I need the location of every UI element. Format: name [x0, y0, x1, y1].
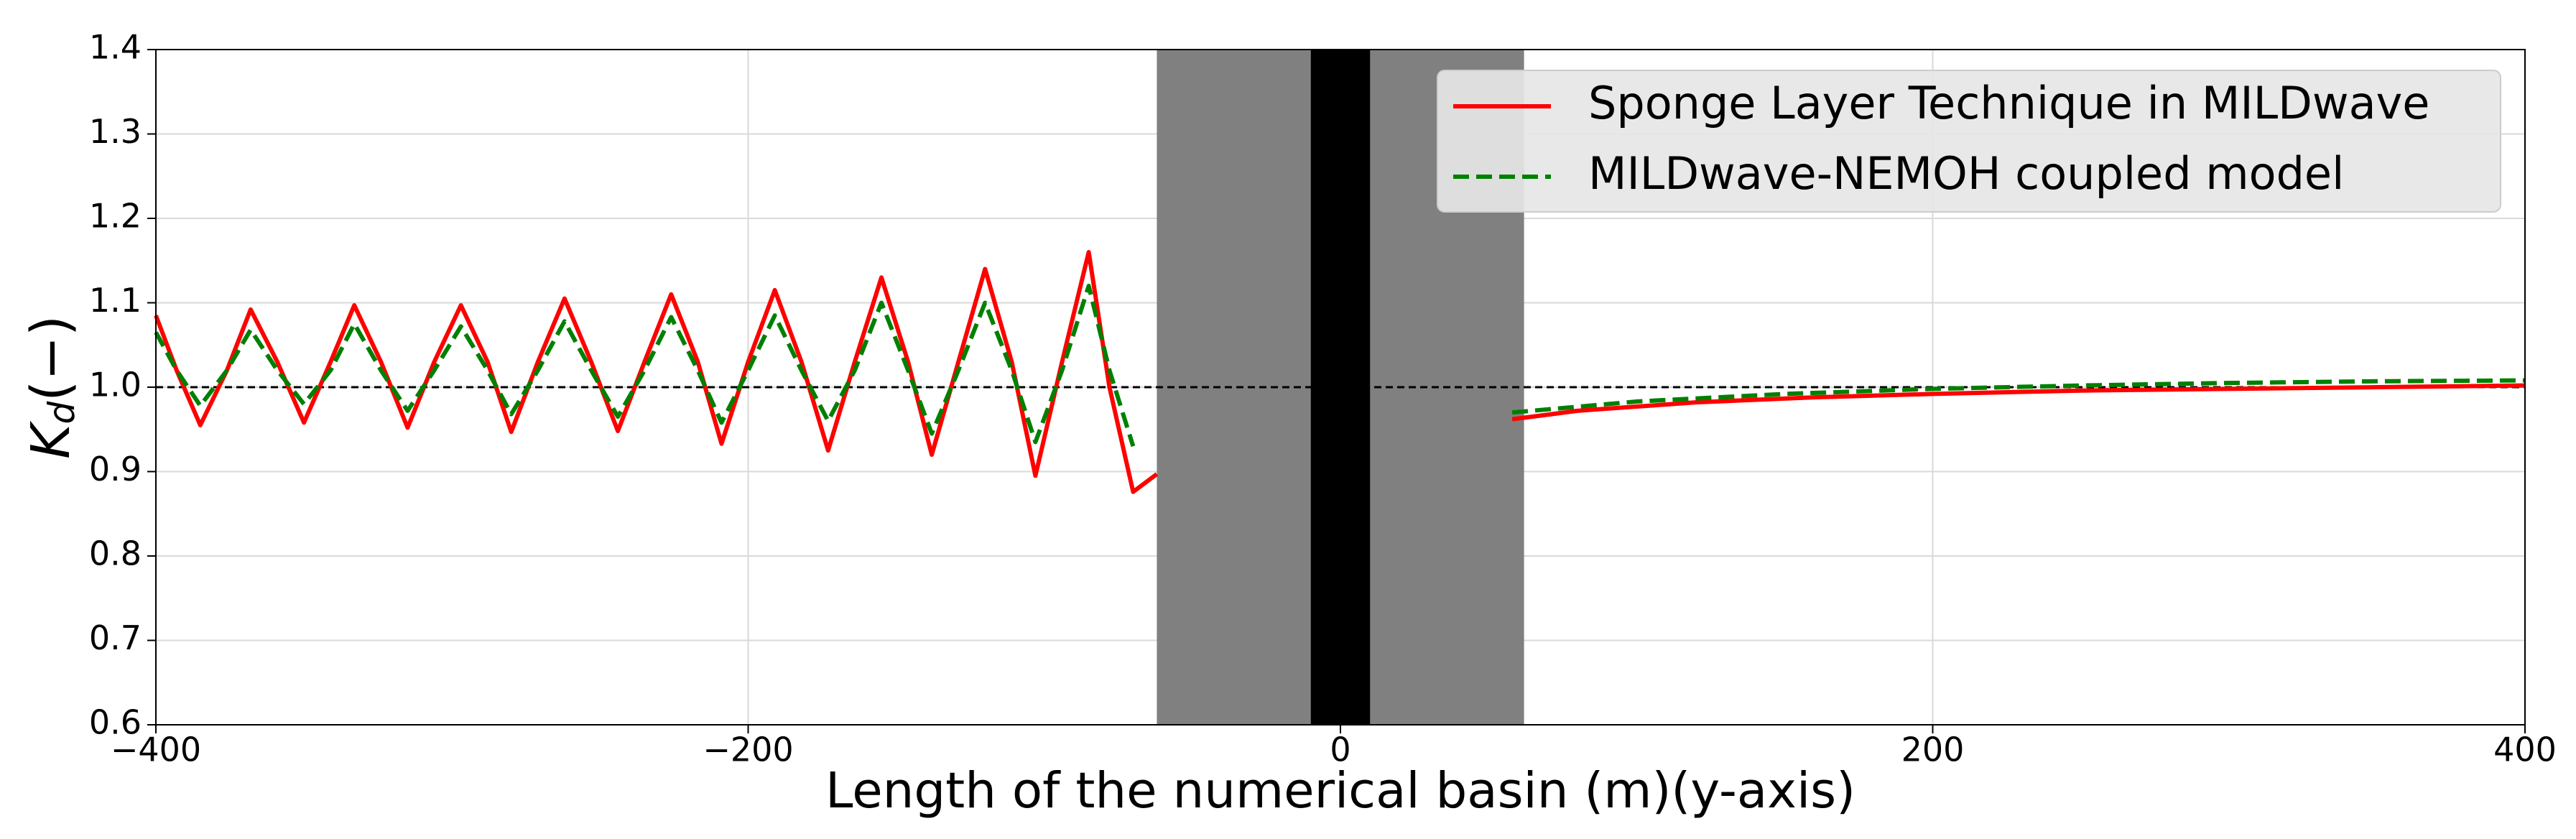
y-tick-label: 0.7: [89, 618, 142, 657]
y-label-subscript: d: [41, 401, 83, 424]
legend-box: [1437, 70, 2501, 213]
y-axis-label: Kd(−): [20, 315, 83, 459]
y-tick-label: 1.4: [89, 28, 142, 67]
series-line: [154, 284, 2526, 448]
x-tick-label: −400: [111, 731, 201, 769]
y-tick-label: 1.1: [89, 281, 142, 320]
x-tick-label: 200: [1901, 731, 1965, 769]
y-tick-label: 0.6: [89, 703, 142, 742]
series-line: [154, 250, 2526, 494]
x-tick-label: −200: [703, 731, 793, 769]
x-tick-label: 0: [1330, 731, 1350, 769]
y-tick-label: 1.3: [89, 112, 142, 151]
y-tick-label: 0.8: [89, 534, 142, 573]
legend: Sponge Layer Technique in MILDwave MILDwa…: [1437, 70, 2501, 213]
x-axis-label: Length of the numerical basin (m)(y-axis…: [825, 762, 1855, 820]
y-tick-label: 1.2: [89, 197, 142, 236]
y-label-symbol: K: [20, 420, 82, 459]
legend-label: Sponge Layer Technique in MILDwave: [1588, 77, 2429, 129]
y-tick-label: 1.0: [89, 366, 142, 404]
x-tick-label: 400: [2493, 731, 2557, 769]
y-tick-label: 0.9: [89, 450, 142, 488]
legend-label: MILDwave-NEMOH coupled model: [1588, 147, 2344, 200]
y-label-unit: (−): [20, 315, 82, 402]
plot-frame: [155, 49, 2526, 726]
